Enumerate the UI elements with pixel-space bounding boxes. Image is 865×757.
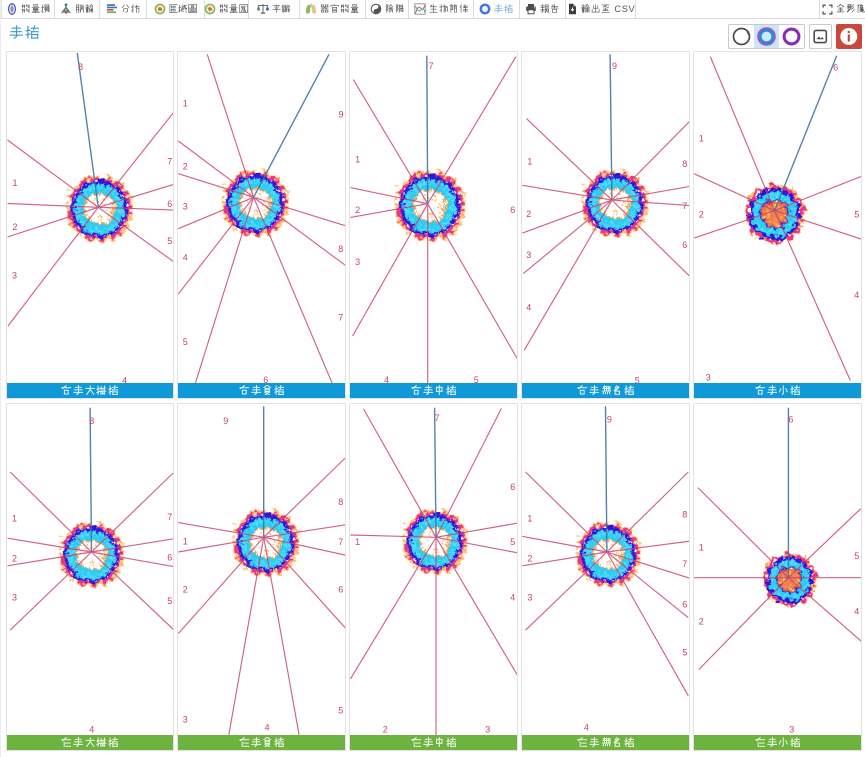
svg-text:2: 2 — [12, 222, 17, 232]
svg-text:7: 7 — [167, 157, 172, 167]
svg-text:3: 3 — [486, 725, 491, 735]
svg-text:6: 6 — [683, 240, 688, 250]
svg-text:1: 1 — [183, 536, 188, 546]
svg-text:1: 1 — [528, 157, 533, 167]
svg-text:3: 3 — [183, 715, 188, 725]
svg-text:6: 6 — [511, 482, 516, 492]
svg-text:5: 5 — [474, 375, 479, 383]
svg-text:2: 2 — [356, 205, 361, 215]
svg-text:5: 5 — [167, 596, 172, 606]
svg-text:6: 6 — [264, 375, 269, 383]
svg-text:4: 4 — [265, 722, 270, 732]
svg-text:6: 6 — [167, 552, 172, 562]
svg-text:6: 6 — [789, 415, 794, 425]
svg-text:6: 6 — [339, 584, 344, 594]
svg-text:8: 8 — [339, 244, 344, 254]
svg-text:5: 5 — [635, 375, 640, 382]
svg-text:7: 7 — [339, 313, 344, 323]
svg-text:3: 3 — [528, 592, 533, 602]
svg-text:5: 5 — [339, 705, 344, 715]
svg-text:1: 1 — [183, 98, 188, 108]
svg-text:3: 3 — [356, 257, 361, 267]
svg-text:1: 1 — [528, 513, 533, 523]
svg-text:3: 3 — [11, 592, 16, 602]
svg-text:5: 5 — [167, 236, 172, 246]
svg-text:1: 1 — [356, 154, 361, 164]
svg-text:5: 5 — [183, 337, 188, 347]
svg-text:3: 3 — [11, 270, 16, 280]
svg-text:3: 3 — [790, 725, 795, 735]
svg-text:9: 9 — [607, 415, 612, 425]
svg-text:4: 4 — [122, 375, 127, 382]
svg-text:2: 2 — [11, 554, 16, 564]
svg-text:4: 4 — [183, 252, 188, 262]
svg-text:2: 2 — [528, 554, 533, 564]
svg-text:8: 8 — [339, 497, 344, 507]
svg-text:7: 7 — [167, 512, 172, 522]
svg-text:4: 4 — [89, 725, 94, 735]
svg-text:1: 1 — [12, 178, 17, 188]
svg-text:1: 1 — [699, 542, 704, 552]
svg-text:7: 7 — [683, 201, 688, 211]
svg-text:2: 2 — [699, 210, 704, 220]
svg-text:6: 6 — [511, 205, 516, 215]
svg-text:8: 8 — [683, 510, 688, 520]
svg-text:2: 2 — [183, 584, 188, 594]
svg-text:8: 8 — [89, 416, 94, 426]
svg-text:4: 4 — [527, 303, 532, 313]
svg-text:5: 5 — [511, 537, 516, 547]
svg-text:3: 3 — [527, 250, 532, 260]
svg-text:4: 4 — [511, 592, 516, 602]
svg-text:4: 4 — [855, 606, 860, 616]
svg-text:7: 7 — [429, 61, 434, 71]
svg-text:7: 7 — [339, 537, 344, 547]
svg-text:1: 1 — [699, 134, 704, 144]
svg-text:6: 6 — [167, 199, 172, 209]
svg-text:1: 1 — [11, 513, 16, 523]
svg-text:3: 3 — [706, 373, 711, 383]
svg-text:9: 9 — [224, 416, 229, 426]
svg-text:5: 5 — [855, 551, 860, 561]
svg-text:1: 1 — [356, 537, 361, 547]
svg-text:7: 7 — [435, 413, 440, 423]
svg-text:5: 5 — [855, 210, 860, 220]
svg-text:6: 6 — [683, 600, 688, 610]
svg-text:3: 3 — [183, 201, 188, 211]
svg-text:9: 9 — [339, 109, 344, 119]
svg-text:5: 5 — [683, 647, 688, 657]
svg-text:2: 2 — [383, 725, 388, 735]
svg-text:2: 2 — [527, 209, 532, 219]
svg-text:2: 2 — [183, 161, 188, 171]
svg-text:9: 9 — [612, 61, 617, 71]
svg-text:4: 4 — [385, 375, 390, 383]
svg-text:8: 8 — [683, 159, 688, 169]
svg-text:4: 4 — [584, 722, 589, 732]
svg-text:8: 8 — [77, 62, 82, 72]
svg-text:2: 2 — [699, 616, 704, 626]
svg-text:4: 4 — [855, 290, 860, 300]
svg-text:6: 6 — [834, 63, 839, 73]
svg-text:7: 7 — [683, 559, 688, 569]
